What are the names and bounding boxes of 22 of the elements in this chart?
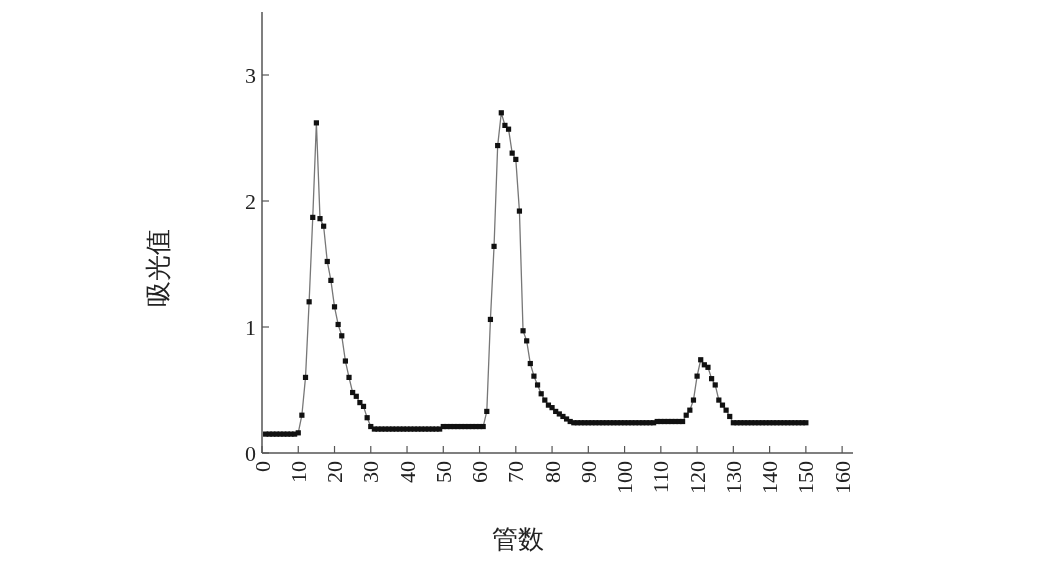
x-axis-title: 管数	[491, 524, 544, 554]
x-tick-label: 40	[394, 461, 420, 483]
x-tick-label: 80	[539, 461, 565, 483]
x-tick-label: 160	[829, 461, 855, 494]
x-tick-label: 70	[503, 461, 529, 483]
y-tick-label: 3	[245, 62, 256, 88]
x-tick-label: 20	[322, 461, 348, 483]
x-tick-label: 130	[720, 461, 746, 494]
x-tick-label: 150	[793, 461, 819, 494]
x-tick-label: 90	[575, 461, 601, 483]
y-axis-title: 吸光值	[143, 228, 173, 307]
x-tick-label: 140	[757, 461, 783, 494]
x-tick-label: 30	[358, 461, 384, 483]
x-tick-label: 120	[684, 461, 710, 494]
x-tick-label: 10	[285, 461, 311, 483]
y-tick-label: 1	[245, 314, 256, 340]
x-tick-label: 100	[612, 461, 638, 494]
x-tick-label: 110	[648, 461, 674, 494]
y-tick-label: 0	[245, 440, 256, 466]
x-tick-label: 60	[467, 461, 493, 483]
y-tick-label: 2	[245, 188, 256, 214]
x-tick-label: 50	[430, 461, 456, 483]
